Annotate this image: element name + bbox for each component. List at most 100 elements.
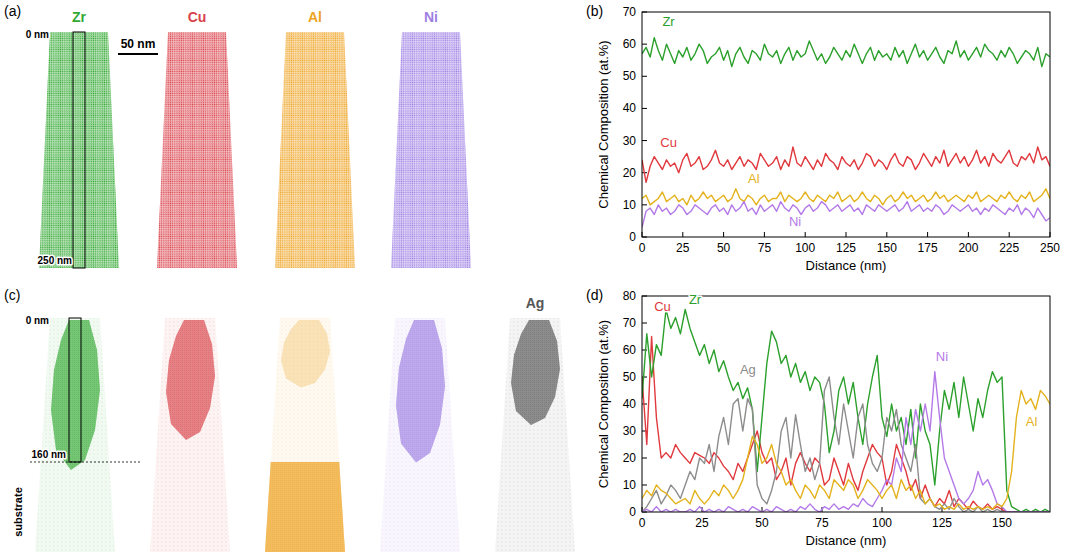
x-tick-label: 150	[992, 516, 1012, 530]
film-phase-dots	[511, 320, 560, 425]
substrate-phase	[265, 462, 345, 552]
x-tick-label: 25	[695, 516, 709, 530]
y-tick-label: 30	[623, 424, 637, 438]
x-tick	[723, 232, 724, 237]
depth-label: 250 nm	[38, 255, 73, 266]
film-phase-dots	[166, 320, 215, 440]
x-tick	[882, 507, 883, 512]
substrate-phase-dots	[265, 462, 345, 552]
x-tick-label: 0	[639, 516, 646, 530]
y-axis-title: Chemical Composition (at.%)	[596, 40, 611, 208]
y-tick-label: 20	[623, 451, 637, 465]
atom-map-sparse	[380, 318, 460, 552]
x-tick-label: 0	[639, 241, 646, 255]
film-phase-dots	[281, 320, 330, 388]
y-tick	[642, 458, 647, 459]
x-tick	[764, 232, 765, 237]
series-label: Zr	[689, 292, 702, 307]
y-tick	[642, 485, 647, 486]
y-tick-label: 0	[629, 505, 636, 519]
x-tick-label: 200	[958, 241, 978, 255]
x-tick-label: 50	[717, 241, 731, 255]
atom-map-sparse	[265, 318, 345, 552]
x-tick	[846, 232, 847, 237]
x-axis-title: Distance (nm)	[806, 533, 887, 548]
atom-map	[380, 318, 460, 552]
series-label: Zr	[662, 14, 675, 29]
x-tick-label: 225	[999, 241, 1019, 255]
roi-box	[73, 32, 85, 268]
element-label: Ag	[526, 295, 545, 311]
y-tick	[642, 204, 647, 205]
x-tick-label: 150	[877, 241, 897, 255]
y-tick-label: 80	[623, 289, 637, 303]
x-tick	[805, 232, 806, 237]
scale-bar-label: 50 nm	[121, 37, 156, 51]
atom-map	[150, 318, 230, 552]
series-label: Ni	[789, 214, 801, 229]
atom-map-dots	[275, 32, 355, 268]
series-line	[642, 391, 1050, 510]
atom-map-dots	[391, 32, 471, 268]
y-tick	[642, 44, 647, 45]
element-label: Cu	[188, 9, 207, 25]
plot-frame	[642, 296, 1050, 512]
series-line	[642, 377, 1050, 512]
y-tick-label: 0	[629, 230, 636, 244]
chart: 025507510012515001020304050607080CuZrAgN…	[596, 289, 1050, 548]
y-tick-label: 40	[623, 101, 637, 115]
film-phase	[281, 320, 330, 388]
y-tick-label: 40	[623, 397, 637, 411]
atom-map-dots	[157, 32, 237, 268]
x-tick-label: 75	[815, 516, 829, 530]
atom-map-dots	[39, 32, 119, 268]
figure: (a)(b)(c)(d)ZrCuAlNi0 nm250 nm50 nm0 nm1…	[0, 0, 1069, 556]
atom-map	[265, 318, 345, 552]
substrate-label: substrate	[12, 487, 24, 537]
film-phase	[396, 320, 445, 463]
atom-map-sparse	[35, 318, 115, 552]
series-line	[642, 337, 1050, 513]
depth-label: 160 nm	[32, 449, 67, 460]
element-label: Zr	[72, 9, 87, 25]
y-tick-label: 70	[623, 316, 637, 330]
x-tick-label: 250	[1040, 241, 1060, 255]
film-phase	[166, 320, 215, 440]
x-tick-label: 100	[795, 241, 815, 255]
plot-lines	[642, 310, 1050, 513]
x-axis-title: Distance (nm)	[806, 258, 887, 273]
x-tick	[886, 232, 887, 237]
y-tick-label: 10	[623, 478, 637, 492]
x-tick-label: 100	[872, 516, 892, 530]
y-tick-label: 30	[623, 134, 637, 148]
x-tick	[682, 232, 683, 237]
y-tick-label: 10	[623, 198, 637, 212]
series-line	[642, 310, 1050, 513]
y-tick	[642, 140, 647, 141]
roi-box	[69, 318, 81, 462]
x-tick-label: 25	[676, 241, 690, 255]
x-tick	[927, 232, 928, 237]
atom-map	[275, 32, 355, 268]
film-phase-dots	[396, 320, 445, 463]
atom-map	[391, 32, 471, 268]
series-label: Cu	[660, 135, 677, 150]
element-label: Al	[308, 9, 322, 25]
series-line	[642, 202, 1050, 228]
atom-map	[495, 318, 575, 552]
depth-label: 0 nm	[26, 29, 49, 40]
y-tick	[642, 323, 647, 324]
x-tick-label: 75	[758, 241, 772, 255]
y-tick-label: 50	[623, 370, 637, 384]
x-tick	[1009, 232, 1010, 237]
series-line	[642, 38, 1050, 67]
series-label: Al	[748, 171, 760, 186]
film-phase-dots	[51, 320, 100, 470]
panel-label: (c)	[4, 287, 20, 303]
x-tick-label: 125	[932, 516, 952, 530]
x-tick-label: 175	[918, 241, 938, 255]
scale-bar	[118, 53, 158, 55]
series-label: Ni	[936, 349, 948, 364]
series-line	[642, 189, 1050, 205]
panel-label: (b)	[586, 3, 603, 19]
